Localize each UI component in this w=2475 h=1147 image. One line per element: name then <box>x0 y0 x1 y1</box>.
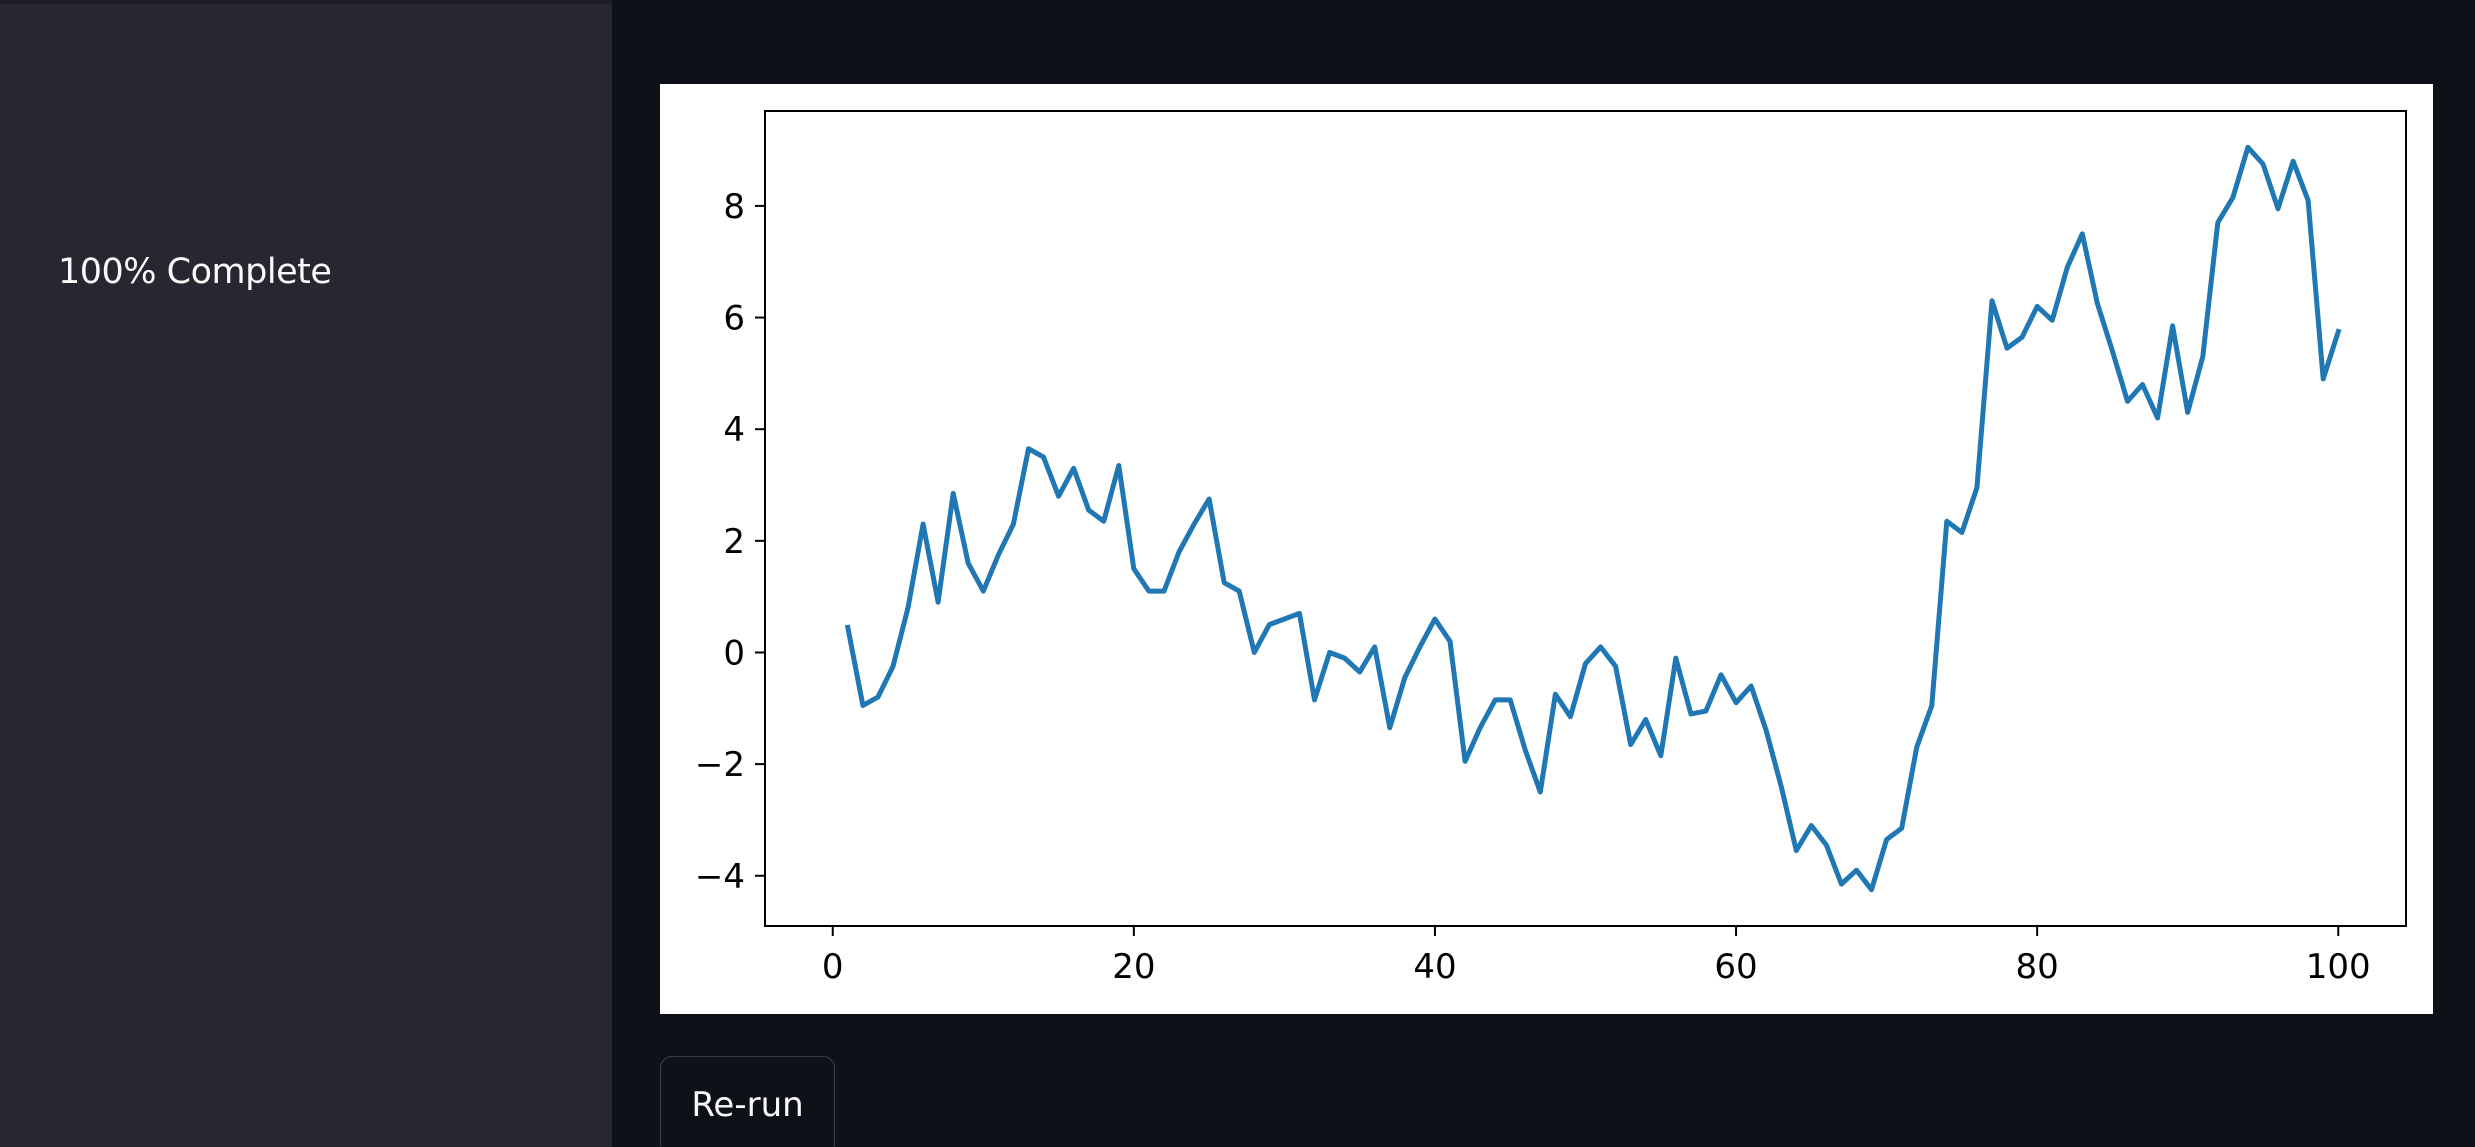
sidebar-top-border <box>0 0 612 4</box>
x-tick-label: 20 <box>1112 947 1155 987</box>
rerun-button[interactable]: Re-run <box>660 1056 835 1147</box>
x-tick-label: 40 <box>1413 947 1456 987</box>
series-line <box>844 144 2342 893</box>
chart-svg: 0 20 40 60 80 100 −4 −2 0 2 4 6 8 <box>695 110 2407 987</box>
y-tick-label: −2 <box>695 745 745 785</box>
y-tick-label: 4 <box>723 410 745 450</box>
y-tick-label: 0 <box>723 633 745 673</box>
y-tick-label: −4 <box>695 857 745 897</box>
x-tick-label: 80 <box>2016 947 2059 987</box>
line-chart: 0 20 40 60 80 100 −4 −2 0 2 4 6 8 <box>660 84 2433 1014</box>
y-tick-label: 2 <box>723 522 745 562</box>
y-tick-label: 8 <box>723 187 745 227</box>
x-tick-label: 100 <box>2306 947 2371 987</box>
plot-frame <box>764 110 2407 927</box>
sidebar: 100% Complete <box>0 0 612 1147</box>
x-tick-label: 60 <box>1714 947 1757 987</box>
y-tick-label: 6 <box>723 299 745 339</box>
progress-status-text: 100% Complete <box>58 252 332 292</box>
x-tick-label: 0 <box>822 947 844 987</box>
